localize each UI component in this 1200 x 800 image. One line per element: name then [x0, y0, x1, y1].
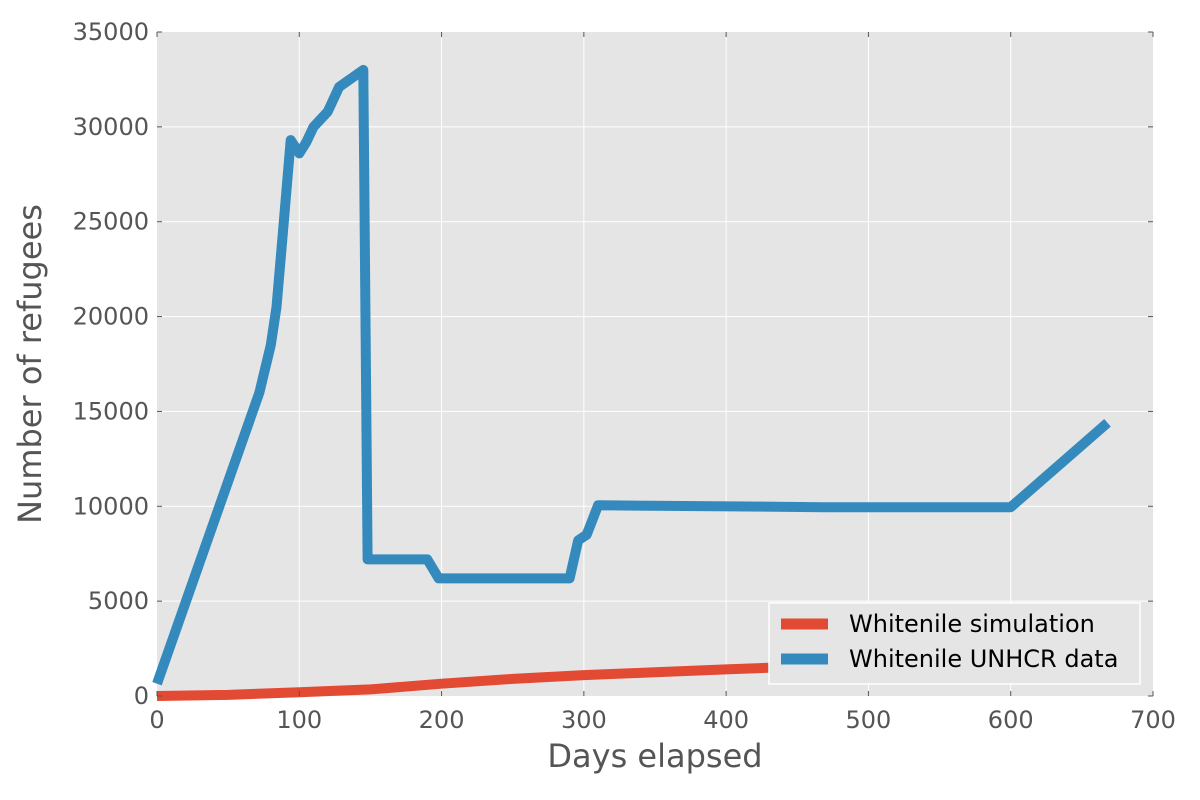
x-tick-label: 300 [561, 706, 607, 734]
legend-label-unhcr: Whitenile UNHCR data [849, 645, 1118, 673]
x-tick-label: 200 [419, 706, 465, 734]
y-tick-label: 0 [134, 682, 149, 710]
y-tick-label: 30000 [73, 113, 149, 141]
y-tick-label: 35000 [73, 18, 149, 46]
legend-box [768, 602, 1141, 685]
y-tick-label: 25000 [73, 208, 149, 236]
y-axis-title: Number of refugees [11, 204, 49, 524]
grid-lines [157, 32, 1153, 696]
y-tick-label: 5000 [88, 587, 149, 615]
tick-labels: 0 100 200 300 400 500 600 700 0 5000 10000 15000 200… [73, 18, 1176, 734]
x-tick-label: 600 [988, 706, 1034, 734]
y-tick-label: 10000 [73, 492, 149, 520]
series-line-unhcr [152, 64, 1111, 686]
legend-label-simulation: Whitenile simulation [849, 610, 1095, 638]
axis-ticks [156, 31, 1154, 697]
x-tick-label: 500 [846, 706, 892, 734]
legend: Whitenile simulation Whitenile UNHCR dat… [768, 602, 1141, 685]
plot-background [157, 32, 1153, 696]
x-tick-label: 0 [149, 706, 164, 734]
x-tick-label: 100 [276, 706, 322, 734]
x-tick-label: 400 [703, 706, 749, 734]
y-tick-label: 15000 [73, 397, 149, 425]
y-tick-label: 20000 [73, 303, 149, 331]
x-axis-title: Days elapsed [547, 737, 762, 775]
x-tick-label: 700 [1130, 706, 1176, 734]
